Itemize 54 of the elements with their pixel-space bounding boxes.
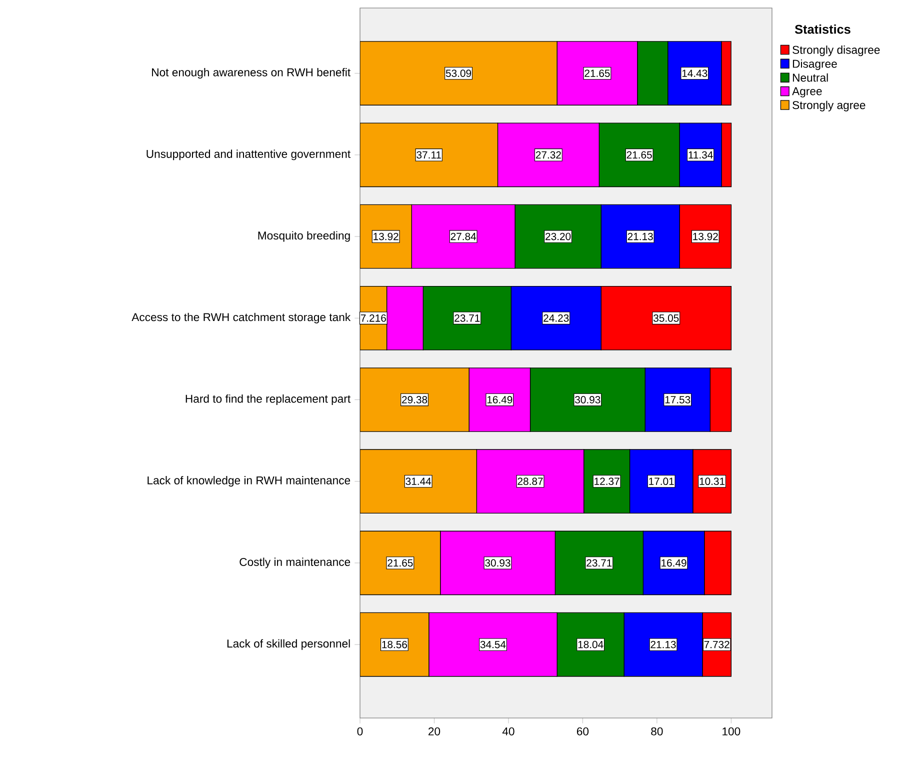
data-label: 21.65: [626, 151, 652, 159]
y-tick-label: Lack of knowledge in RWH maintenance: [148, 476, 350, 487]
legend-label: Strongly agree: [792, 100, 866, 112]
y-tick-label: Not enough awareness on RWH benefit: [152, 68, 351, 79]
x-tick-label: 80: [651, 727, 663, 736]
data-label: 30.93: [485, 559, 510, 567]
data-label: 30.93: [575, 396, 600, 404]
y-tick-label: Access to the RWH catchment storage tank: [132, 312, 351, 324]
data-label: 23.71: [454, 314, 480, 322]
y-tick-label: Lack of skilled personnel: [227, 639, 350, 650]
data-label: 28.87: [518, 478, 543, 486]
data-label: 35.05: [654, 314, 679, 322]
y-tick-label: Unsupported and inattentive government: [146, 150, 350, 160]
x-tick-label: 100: [722, 727, 740, 736]
y-tick-label: Mosquito breeding: [258, 231, 350, 242]
legend-label: Disagree: [792, 59, 837, 70]
data-label: 7.732: [704, 640, 730, 648]
data-label: 18.56: [382, 640, 407, 648]
y-tick-label: Hard to find the replacement part: [186, 394, 351, 405]
data-label: 7.216: [360, 314, 386, 322]
data-label: 23.71: [586, 559, 612, 567]
data-label: 17.53: [665, 396, 690, 404]
data-label: 21.13: [628, 232, 653, 240]
data-label: 17.01: [649, 478, 674, 486]
data-label: 21.65: [388, 559, 413, 567]
data-label: 23.20: [546, 232, 571, 240]
legend-title: Statistics: [794, 24, 850, 34]
data-label: 16.49: [662, 559, 686, 567]
data-label: 29.38: [402, 396, 428, 404]
data-label: 18.04: [578, 640, 604, 648]
data-label: 34.54: [480, 640, 506, 648]
data-label: 12.37: [594, 478, 620, 486]
data-label: 27.32: [536, 151, 561, 159]
data-label: 10.31: [700, 478, 725, 486]
x-tick-label: 60: [576, 727, 589, 736]
data-label: 24.23: [544, 314, 569, 322]
legend-label: Neutral: [792, 73, 828, 82]
data-label: 11.34: [688, 151, 713, 159]
y-tick-label: Costly in maintenance: [240, 558, 350, 568]
data-label: 37.11: [416, 151, 441, 159]
x-tick-label: 40: [502, 727, 514, 736]
data-label: 21.65: [584, 70, 610, 77]
x-tick-label: 20: [428, 727, 440, 736]
data-label: 27.84: [450, 232, 476, 240]
data-label: 13.92: [693, 232, 718, 240]
data-label: 14.43: [682, 70, 708, 77]
legend-label: Strongly disagree: [792, 46, 880, 56]
data-label: 53.09: [446, 70, 472, 77]
x-tick-label: 0: [357, 727, 363, 736]
data-label: 31.44: [406, 478, 432, 486]
data-label: 13.92: [374, 232, 398, 240]
legend-label: Agree: [792, 87, 822, 98]
data-label: 21.13: [650, 640, 676, 648]
data-label: 16.49: [487, 396, 512, 404]
